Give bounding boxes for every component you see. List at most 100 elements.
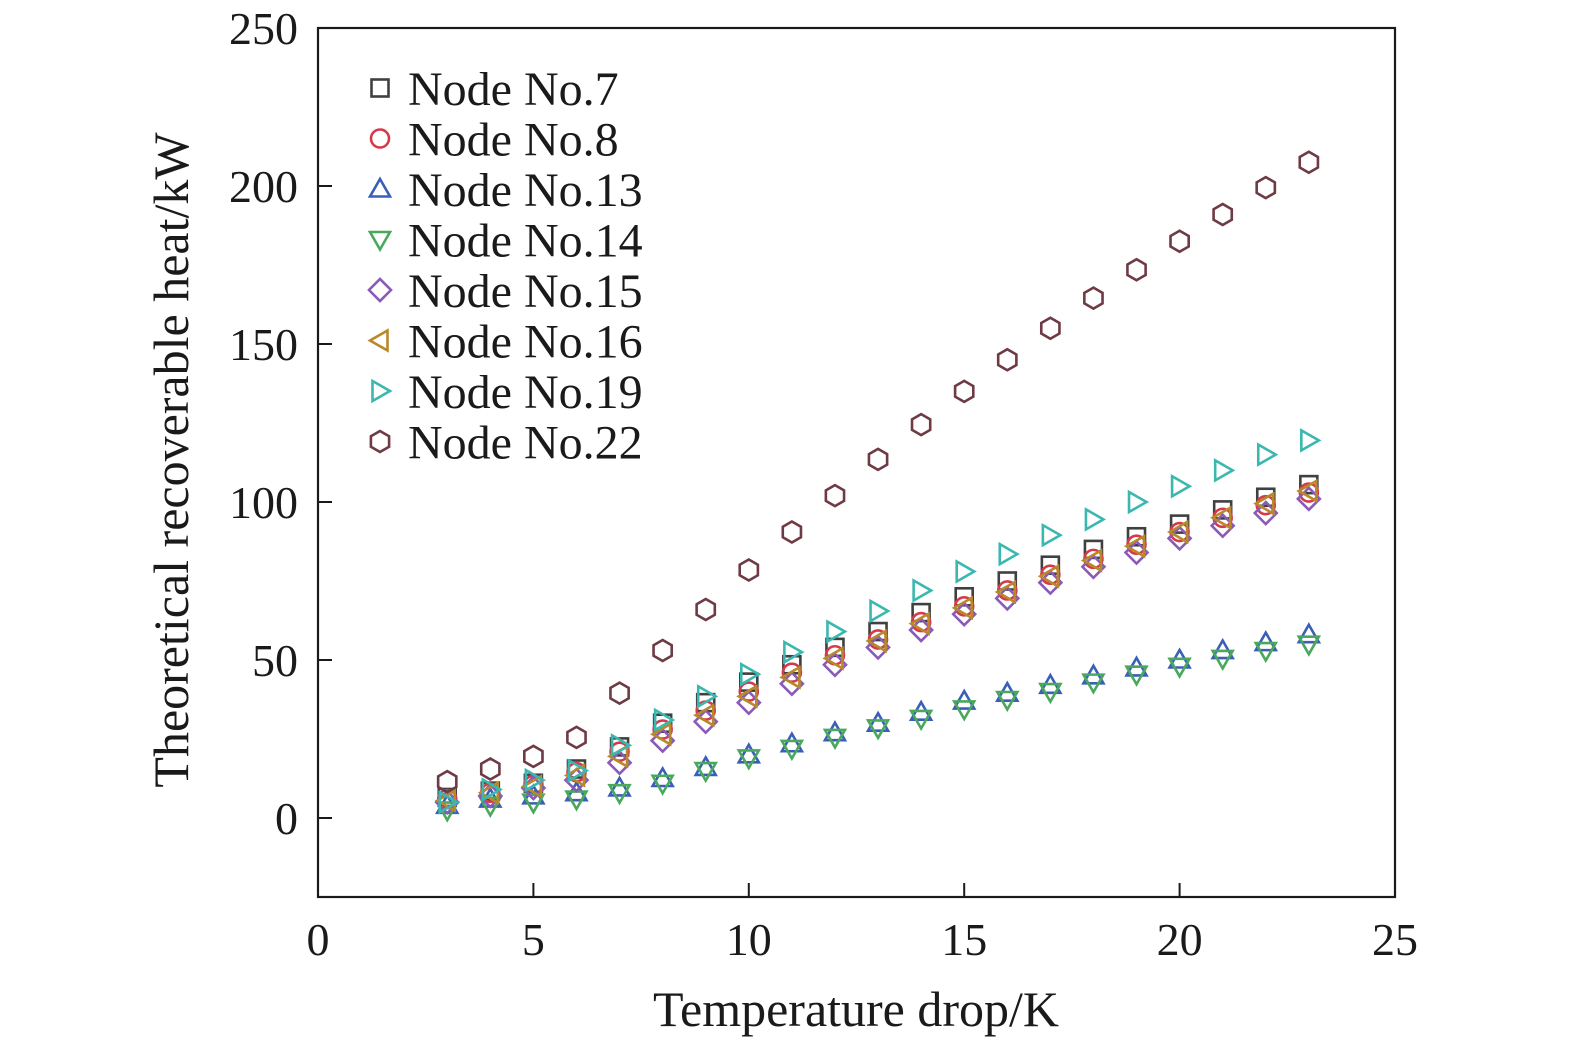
legend-label-5: Node No.15 <box>408 265 643 318</box>
data-point-series-8 <box>1212 202 1234 227</box>
legend-label-6: Node No.16 <box>408 316 643 369</box>
data-point-series-4 <box>1210 649 1235 672</box>
legend-label-4: Node No.14 <box>408 215 643 268</box>
data-point-series-7 <box>826 619 848 644</box>
legend-marker-1 <box>370 78 390 98</box>
data-point-series-7 <box>567 758 590 783</box>
data-point-series-8 <box>738 557 760 582</box>
data-point-series-8 <box>1255 175 1277 200</box>
data-point-series-6 <box>1037 564 1060 589</box>
data-point-series-7 <box>739 661 762 687</box>
data-point-series-3 <box>865 710 891 733</box>
data-point-series-7 <box>1084 507 1107 532</box>
data-point-series-7 <box>998 541 1020 567</box>
data-point-series-6 <box>736 684 758 709</box>
data-point-series-6 <box>1166 519 1189 545</box>
data-point-series-3 <box>607 775 632 797</box>
x-tick-label: 0 <box>307 914 330 965</box>
data-point-series-7 <box>481 777 503 802</box>
data-point-series-6 <box>951 595 974 621</box>
data-point-series-8 <box>1039 316 1061 341</box>
axes-layer <box>316 26 1397 899</box>
legend-marker-5 <box>367 277 393 303</box>
data-point-series-6 <box>1253 491 1275 516</box>
data-point-series-8 <box>1298 150 1320 175</box>
data-point-series-6 <box>1296 478 1318 504</box>
data-point-series-8 <box>1126 257 1147 282</box>
data-point-series-3 <box>1210 637 1235 660</box>
data-point-series-8 <box>695 597 717 622</box>
data-point-series-8 <box>566 725 587 750</box>
legend-label-7: Node No.19 <box>408 366 643 419</box>
data-point-series-4 <box>1167 657 1192 679</box>
data-point-series-4 <box>521 793 546 815</box>
data-point-series-7 <box>1213 458 1236 483</box>
data-point-series-7 <box>955 559 977 584</box>
y-tick-label: 200 <box>229 161 298 212</box>
data-point-series-4 <box>736 749 762 771</box>
legend-marker-4 <box>367 230 393 253</box>
data-point-series-6 <box>477 780 500 805</box>
data-point-series-6 <box>693 703 715 728</box>
data-point-series-6 <box>994 579 1017 605</box>
data-point-series-8 <box>781 520 803 545</box>
data-point-series-6 <box>650 722 672 747</box>
data-point-series-3 <box>650 765 675 788</box>
y-tick-label: 150 <box>229 319 298 370</box>
data-point-series-7 <box>869 598 891 624</box>
x-tick-label: 15 <box>941 914 987 965</box>
data-point-series-3 <box>693 754 718 777</box>
data-point-series-4 <box>995 690 1020 713</box>
data-point-series-4 <box>1081 673 1106 695</box>
data-point-series-8 <box>523 744 544 769</box>
data-point-series-3 <box>779 731 805 753</box>
plot-frame <box>316 26 1397 899</box>
legend-marker-2 <box>369 128 391 149</box>
data-point-series-4 <box>607 783 632 806</box>
x-tick-label: 25 <box>1372 914 1418 965</box>
data-point-series-6 <box>822 646 844 671</box>
y-tick-label: 0 <box>275 793 298 844</box>
legend-marker-6 <box>367 328 389 353</box>
legend-label-2: Node No.8 <box>408 114 619 167</box>
x-axis-label: Temperature drop/K <box>653 981 1059 1037</box>
data-point-series-7 <box>1170 473 1193 499</box>
legend-label-1: Node No.7 <box>408 63 619 116</box>
y-tick-label: 250 <box>229 3 298 54</box>
legend-marker-3 <box>367 176 393 198</box>
legend-marker-7 <box>371 378 393 404</box>
data-point-series-7 <box>783 639 805 665</box>
data-point-series-8 <box>953 379 975 404</box>
data-point-series-8 <box>652 638 674 663</box>
data-point-series-8 <box>436 769 458 794</box>
data-point-series-4 <box>951 700 977 722</box>
data-point-series-8 <box>996 347 1018 372</box>
x-tick-label: 10 <box>726 914 772 965</box>
data-point-series-8 <box>479 757 501 782</box>
data-point-series-3 <box>736 742 762 764</box>
data-point-series-7 <box>1041 522 1063 548</box>
data-point-series-4 <box>1124 665 1149 687</box>
data-points-layer <box>434 150 1322 823</box>
data-point-series-7 <box>653 707 676 733</box>
data-point-series-4 <box>1296 635 1322 657</box>
data-point-series-3 <box>1296 622 1322 644</box>
data-point-series-8 <box>1169 229 1190 254</box>
data-point-series-6 <box>779 665 801 690</box>
legend-marker-8 <box>369 429 391 454</box>
data-point-series-4 <box>822 728 848 751</box>
data-point-series-3 <box>1253 629 1279 652</box>
legend-label-3: Node No.13 <box>408 164 643 217</box>
x-tick-label: 5 <box>522 914 545 965</box>
data-point-series-7 <box>1300 428 1322 453</box>
data-point-series-4 <box>693 761 718 784</box>
data-point-series-8 <box>910 412 932 437</box>
data-point-series-6 <box>520 774 543 799</box>
legend-label-8: Node No.22 <box>408 417 643 470</box>
data-point-series-8 <box>609 681 630 706</box>
data-point-series-7 <box>912 578 934 603</box>
